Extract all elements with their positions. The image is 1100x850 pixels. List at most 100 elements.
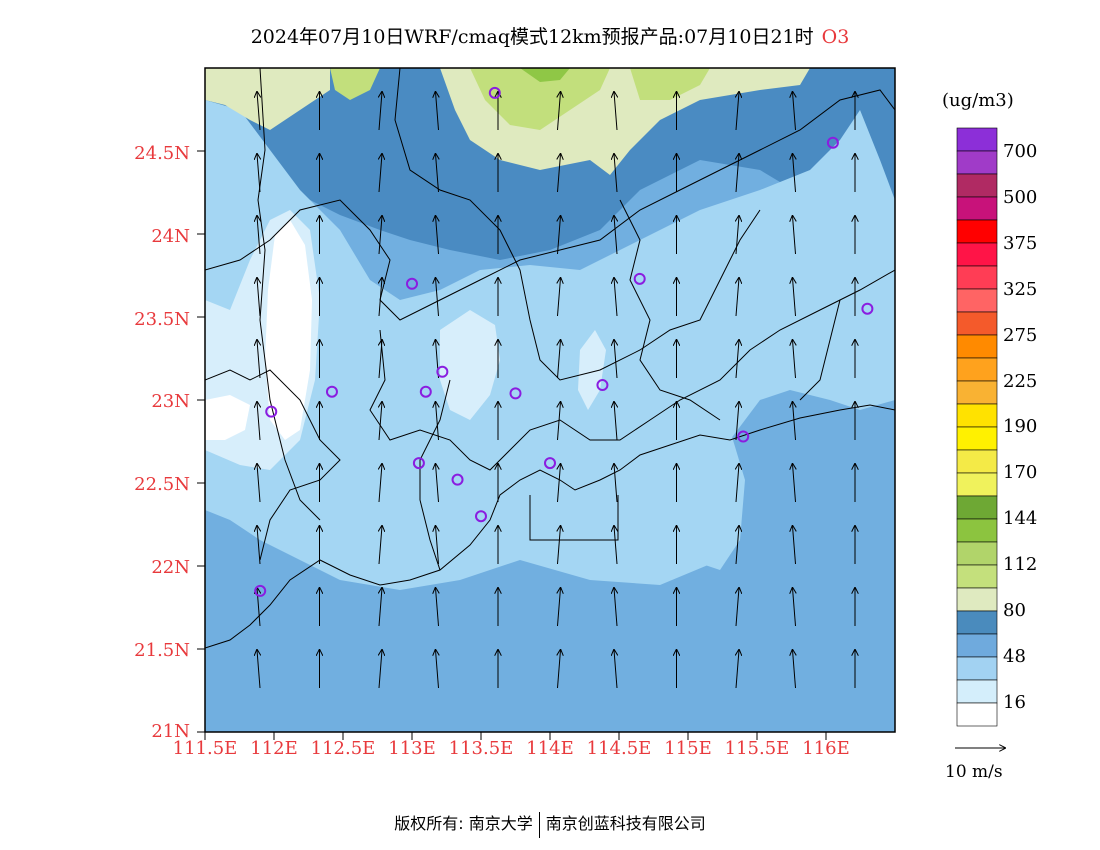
wind-vector: [736, 216, 739, 255]
boundary-line-2: [205, 89, 895, 321]
boundary-line-4: [394, 68, 761, 381]
wind-vector: [436, 278, 439, 317]
colorbar-swatch: [956, 150, 998, 175]
wind-vector: [257, 650, 260, 689]
wind-vector: [614, 154, 617, 193]
admin-boundaries: [205, 68, 895, 649]
colorbar-label-700: 700: [1003, 141, 1038, 162]
wind-vector: [736, 588, 739, 627]
colorbar-swatch: [956, 495, 998, 520]
colorbar-swatch: [956, 610, 998, 635]
wind-vector: [436, 526, 439, 565]
wind-vector: [436, 92, 439, 131]
lat-label-23: 23N: [151, 391, 190, 412]
colorbar-swatch: [956, 173, 998, 198]
station-marker: [475, 510, 487, 523]
field-white-edge-west: [205, 395, 250, 440]
concentration-field: [205, 68, 895, 732]
station-marker: [265, 405, 278, 418]
lat-label-22: 22N: [151, 557, 190, 578]
wind-vector: [257, 464, 260, 503]
wind-vector: [793, 154, 796, 193]
bay-outline: [529, 495, 619, 541]
copyright-owner: 版权所有: 南京大学: [394, 814, 533, 833]
lat-label-24: 24N: [151, 226, 190, 247]
colorbar-swatch: [956, 288, 998, 313]
colorbar-label-190: 190: [1003, 416, 1038, 437]
colorbar-swatch: [956, 219, 998, 244]
colorbar-swatch: [956, 656, 998, 681]
wind-vector: [558, 154, 561, 193]
wind-vector: [558, 526, 561, 565]
wind-vector: [379, 92, 382, 131]
colorbar-swatch: [956, 127, 998, 152]
station-marker: [633, 272, 646, 285]
lon-label-111-5: 111.5E: [172, 738, 238, 759]
colorbar-swatch: [956, 265, 998, 290]
lat-label-22-5: 22.5N: [134, 474, 190, 495]
wind-vector: [257, 154, 260, 193]
wind-vector: [257, 216, 260, 255]
station-marker: [596, 379, 609, 392]
wind-vector: [257, 92, 260, 131]
station-marker: [826, 136, 839, 149]
field-light-patch-east: [578, 330, 606, 410]
field-green-band-north-3: [470, 68, 610, 130]
title-text: 2024年07月10日WRF/cmaq模式12km预报产品:07月10日21时: [250, 26, 814, 48]
lon-label-114: 114E: [526, 738, 574, 759]
copyright-footer: 版权所有: 南京大学 南京创蓝科技有限公司: [0, 810, 1100, 838]
colorbar-label-16: 16: [1003, 692, 1026, 713]
station-marker: [861, 302, 874, 315]
wind-vector: [257, 402, 260, 441]
station-marker: [419, 385, 432, 398]
wind-vector: [379, 402, 382, 441]
wind-vector: [736, 526, 739, 565]
colorbar-swatch: [956, 518, 998, 543]
wind-vector: [379, 278, 382, 317]
lon-label-113-5: 113.5E: [448, 738, 514, 759]
station-marker: [451, 473, 464, 486]
colorbar-swatch: [956, 426, 998, 451]
wind-vector: [793, 464, 796, 503]
wind-vector: [558, 278, 561, 317]
field-green-band-north-4: [630, 68, 710, 100]
lat-label-21: 21N: [151, 721, 190, 742]
map-title: 2024年07月10日WRF/cmaq模式12km预报产品:07月10日21时 O…: [0, 22, 1100, 49]
wind-vector: [736, 92, 739, 131]
wind-vector: [558, 340, 561, 379]
colorbar-label-48: 48: [1003, 646, 1026, 667]
wind-vector: [793, 340, 796, 379]
wind-vector: [736, 650, 739, 689]
lon-label-112-5: 112.5E: [310, 738, 376, 759]
station-marker: [325, 385, 338, 398]
wind-vector: [614, 340, 617, 379]
wind-vector: [793, 92, 796, 131]
colorbar-swatch: [956, 541, 998, 566]
colorbar-swatch: [956, 633, 998, 658]
boundary-line-1: [257, 68, 321, 521]
boundary-line-7: [799, 299, 841, 401]
wind-vector: [379, 154, 382, 193]
station-marker: [488, 86, 501, 99]
wind-vector: [736, 154, 739, 193]
colorbar-swatch: [956, 449, 998, 474]
wind-vector: [736, 340, 739, 379]
colorbar-swatch: [956, 403, 998, 428]
field-light-patch-center: [440, 310, 500, 420]
station-marker: [406, 277, 418, 290]
lat-label-23-5: 23.5N: [134, 309, 190, 330]
colorbar-label-325: 325: [1003, 279, 1038, 300]
wind-vector: [436, 216, 439, 255]
wind-vector: [257, 278, 260, 317]
lon-label-113: 113E: [388, 738, 436, 759]
copyright-company: 南京创蓝科技有限公司: [545, 814, 706, 833]
colorbar-swatch: [956, 587, 998, 612]
station-marker: [412, 457, 425, 470]
wind-vector: [558, 650, 561, 689]
wind-vector: [436, 650, 439, 689]
colorbar-label-375: 375: [1003, 233, 1038, 254]
wind-vector: [614, 216, 617, 255]
wind-vector: [736, 464, 739, 503]
wind-vector: [614, 92, 617, 131]
